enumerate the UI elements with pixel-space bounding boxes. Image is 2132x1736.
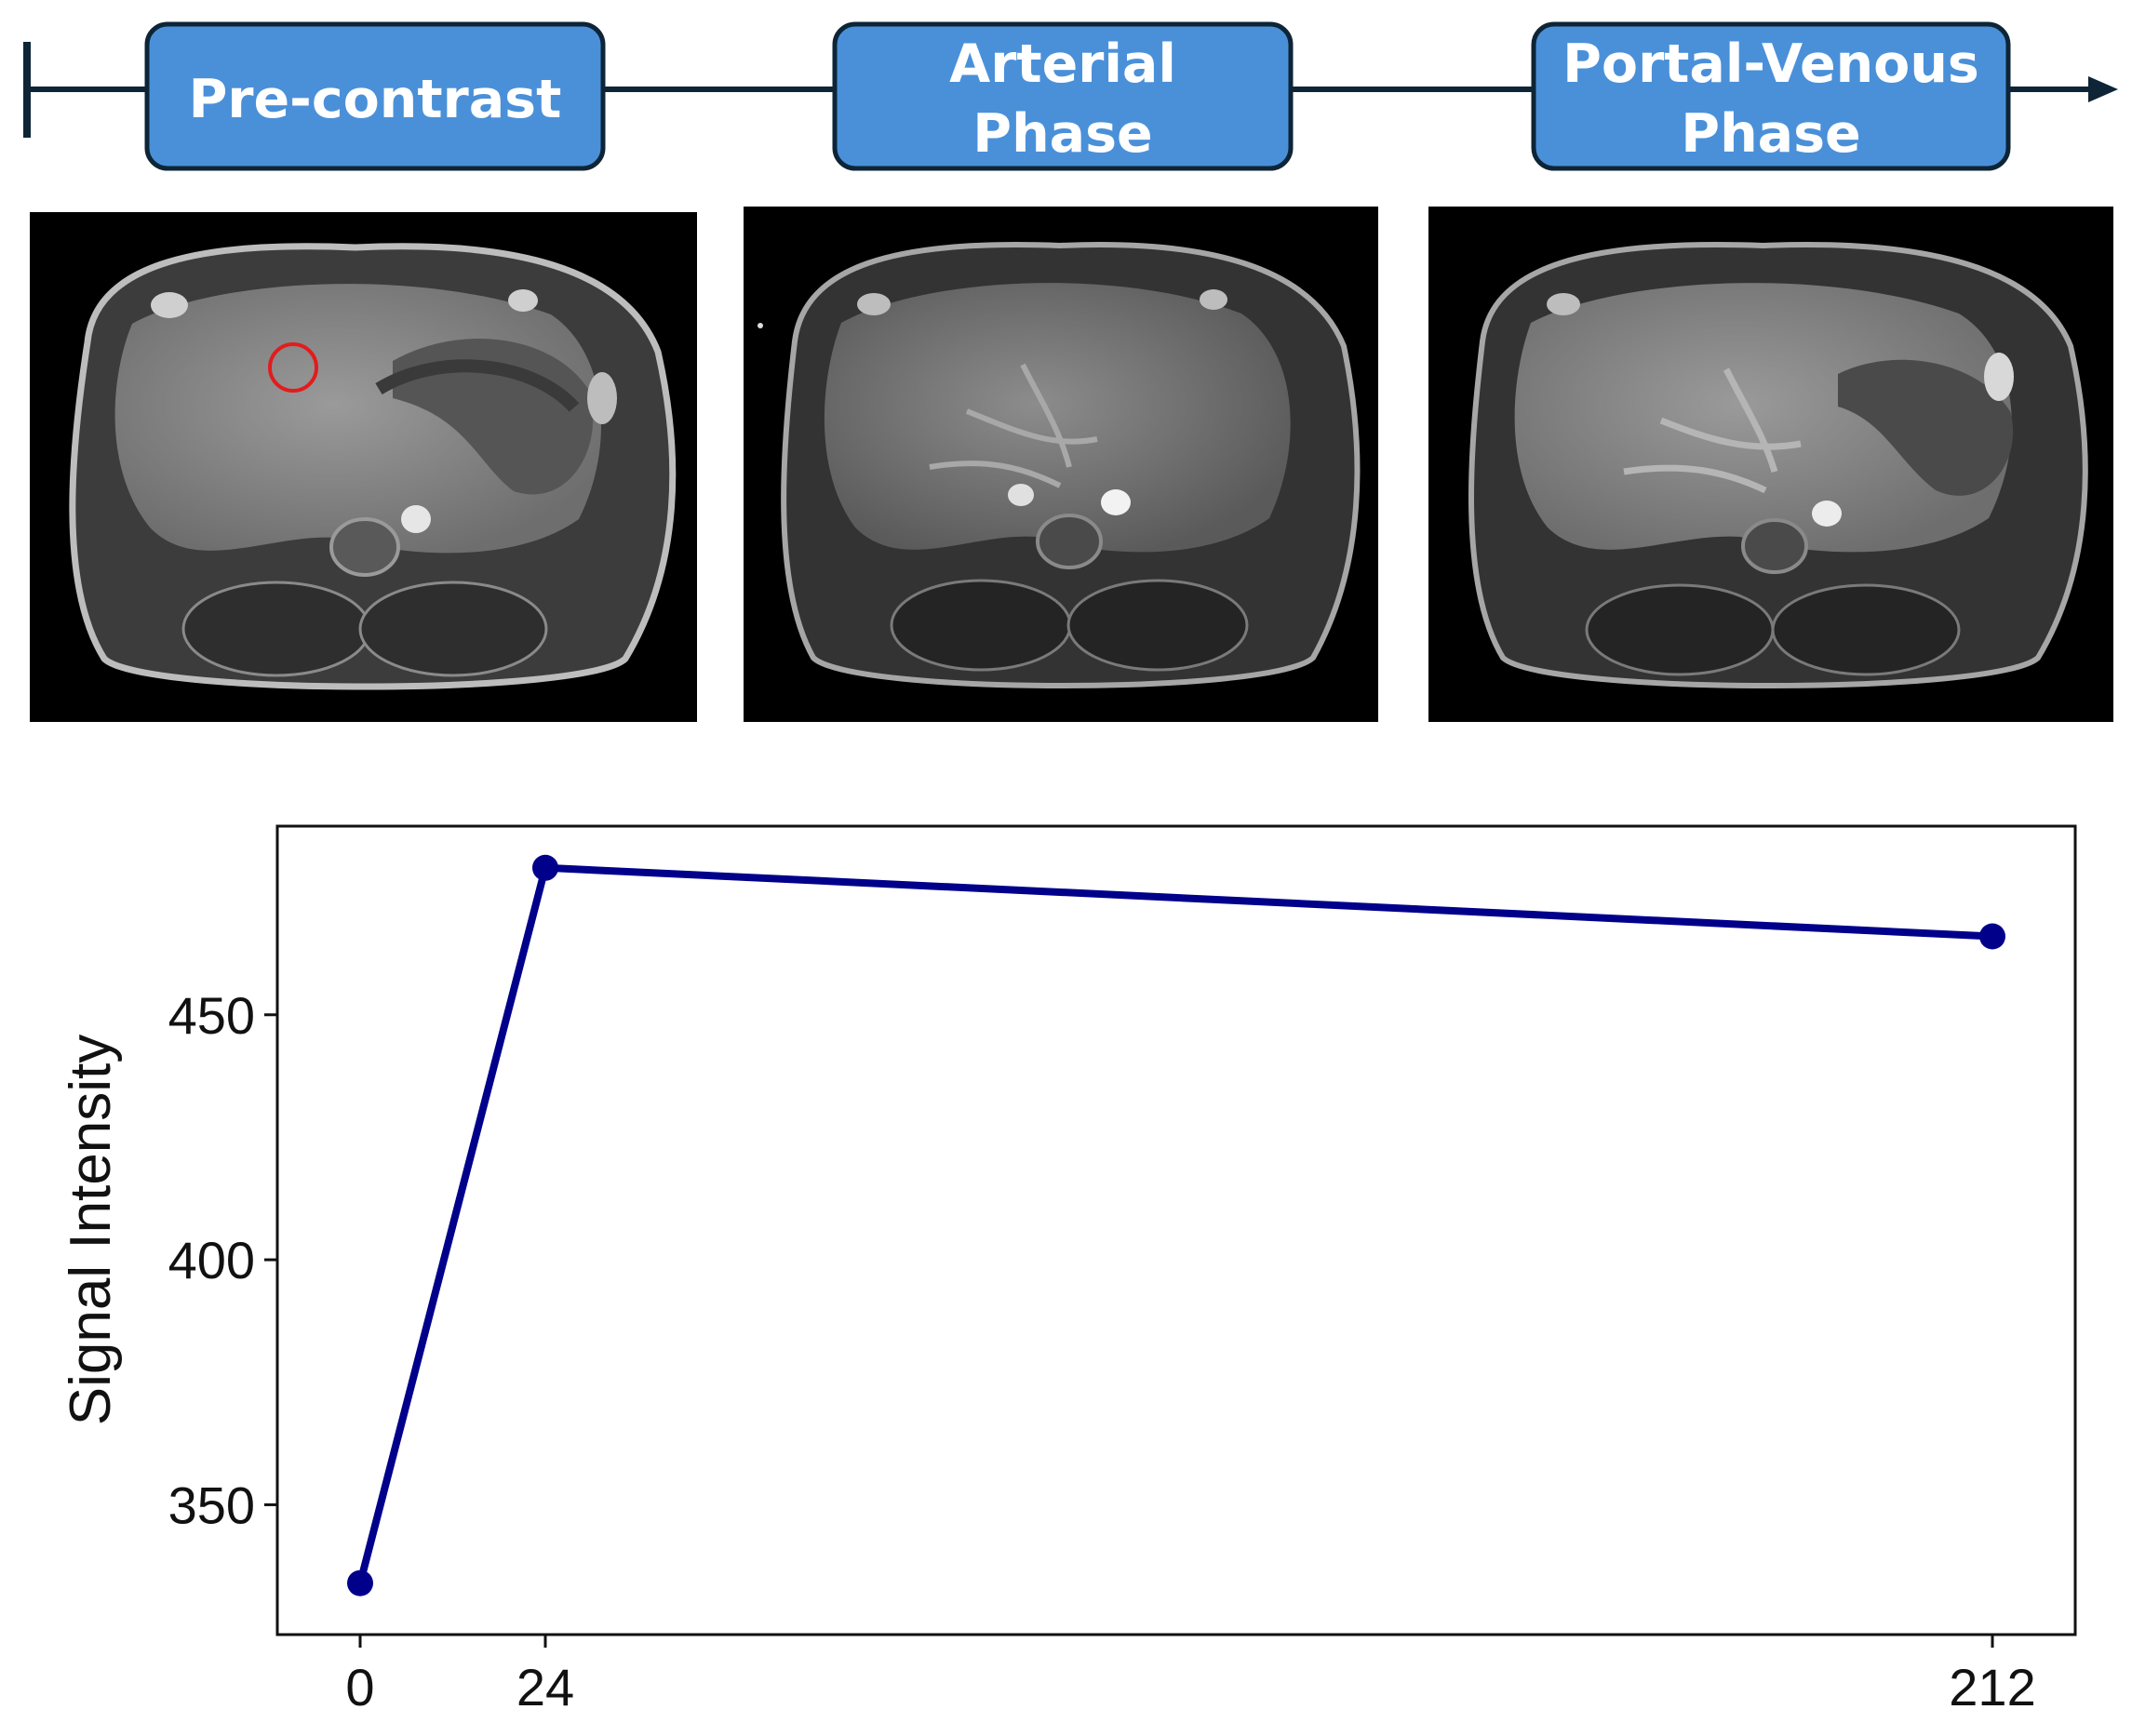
signal-intensity-chart: Signal Intensity 0 24 212 350 400 450 <box>59 824 2077 1716</box>
spleen-bright-spot <box>1984 353 2014 401</box>
phase-label-pre-contrast: Pre-contrast <box>189 69 562 130</box>
right-paraspinal-muscle <box>1771 583 1961 676</box>
liver-region <box>1514 283 2012 553</box>
aorta <box>1812 501 1842 527</box>
liver-region <box>824 283 1291 553</box>
spine <box>329 517 400 577</box>
y-tick-label: 400 <box>168 1231 255 1289</box>
y-axis-ticks: 350 400 450 <box>168 986 277 1534</box>
data-point <box>1979 923 2005 950</box>
phase-label-portal-venous-line2: Phase <box>1681 103 1860 165</box>
left-paraspinal-muscle <box>890 579 1072 672</box>
phase-label-arterial-line1: Arterial <box>949 33 1176 95</box>
aorta <box>1101 489 1131 515</box>
roi-marker-circle <box>268 342 318 393</box>
scan-panel-portal-venous <box>1428 207 2113 722</box>
phase-box-pre-contrast: Pre-contrast <box>144 21 606 171</box>
x-tick-label: 0 <box>345 1658 374 1716</box>
right-paraspinal-muscle <box>1066 579 1249 672</box>
left-paraspinal-muscle <box>1585 583 1775 676</box>
x-tick-label: 24 <box>516 1658 574 1716</box>
x-tick-label: 212 <box>1949 1658 2035 1716</box>
phase-label-portal-venous-line1: Portal-Venous <box>1562 33 1979 95</box>
y-tick-label: 350 <box>168 1476 255 1534</box>
left-paraspinal-muscle <box>181 581 371 677</box>
spine <box>1036 514 1103 569</box>
phase-box-portal-venous: Portal-Venous Phase <box>1531 21 2011 171</box>
spine <box>1741 518 1808 574</box>
stomach-region <box>1838 359 2014 496</box>
x-axis-ticks: 0 24 212 <box>345 1635 2036 1716</box>
data-point <box>532 854 558 881</box>
phase-label-arterial-line2: Phase <box>972 103 1152 165</box>
y-tick-label: 450 <box>168 986 255 1045</box>
right-paraspinal-muscle <box>358 581 548 677</box>
scan-panel-arterial <box>744 207 1378 722</box>
data-point <box>347 1569 373 1596</box>
ivc <box>1008 484 1034 506</box>
aorta <box>401 505 431 533</box>
y-axis-label: Signal Intensity <box>59 1035 123 1425</box>
series-layer <box>347 854 2005 1596</box>
timeline-arrowhead <box>2088 76 2118 102</box>
phase-timeline: Pre-contrast Arterial Phase Portal-Venou… <box>23 21 2118 171</box>
plot-area-frame <box>275 824 2077 1636</box>
phase-box-arterial: Arterial Phase <box>832 21 1294 171</box>
series-line <box>356 863 1993 1584</box>
scan-panel-pre-contrast <box>30 212 697 722</box>
